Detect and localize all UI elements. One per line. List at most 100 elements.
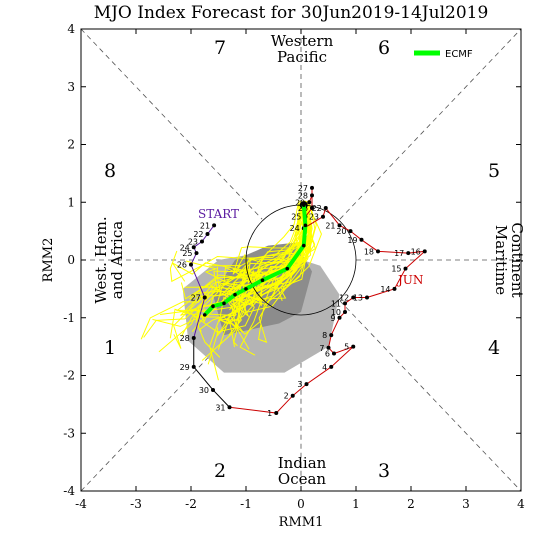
observed-point	[212, 223, 217, 228]
observed-point	[310, 185, 314, 190]
ensemble-member-line	[169, 202, 305, 283]
guide-line	[339, 300, 522, 492]
x-tick-label: 1	[352, 497, 360, 511]
observed-day-label: 3	[297, 380, 302, 389]
ensemble-member-line	[175, 203, 304, 311]
observed-day-label: 19	[347, 236, 357, 245]
region-top-line2: Pacific	[277, 48, 327, 66]
observed-point	[406, 251, 411, 256]
ecmf-mean-point	[301, 203, 306, 207]
x-axis-label: RMM1	[279, 515, 324, 530]
observed-point	[359, 237, 364, 242]
x-tick-label: -4	[75, 497, 87, 511]
observed-point	[191, 245, 196, 250]
observed-day-label: 8	[322, 331, 327, 340]
observed-point	[304, 382, 309, 387]
x-tick-label: -1	[240, 497, 252, 511]
observed-point	[191, 364, 196, 369]
observed-day-label: 24	[290, 224, 300, 233]
y-tick-label: -1	[63, 311, 75, 325]
phase-8-label: 8	[104, 160, 116, 182]
region-right-line2: Continent	[508, 222, 526, 297]
observed-point	[200, 239, 204, 244]
y-tick-label: -3	[63, 426, 75, 440]
observed-day-label: 21	[325, 221, 335, 230]
region-left-line1: West. Hem.	[92, 216, 110, 303]
observed-point	[392, 286, 397, 291]
ecmf-mean-point	[202, 313, 207, 317]
observed-day-label: 20	[336, 227, 346, 236]
observed-line-segment-transition	[193, 337, 230, 408]
ecmf-mean-point	[260, 278, 265, 283]
observed-day-label: 25	[182, 249, 192, 258]
observed-day-label: 31	[215, 403, 225, 412]
guide-line	[80, 28, 263, 220]
ecmf-mean-point	[222, 301, 226, 306]
chart-title: MJO Index Forecast for 30Jun2019-14Jul20…	[94, 3, 489, 23]
y-tick-label: 4	[67, 22, 75, 36]
ecmf-mean-point	[244, 287, 248, 291]
y-tick-label: 3	[67, 80, 75, 94]
observed-day-label: 7	[319, 344, 324, 353]
phase-3-label: 3	[378, 460, 390, 482]
observed-point	[227, 405, 232, 410]
ecmf-mean-point	[303, 223, 308, 228]
x-tick-label: 2	[407, 497, 415, 511]
observed-point	[329, 364, 334, 369]
phase-1-label: 1	[104, 337, 116, 359]
region-bottom-line2: Ocean	[278, 470, 327, 488]
observed-point	[211, 387, 215, 392]
observed-day-label: 16	[411, 247, 421, 256]
observed-day-label: 24	[180, 243, 190, 252]
observed-day-label: 2	[284, 392, 289, 401]
observed-point	[376, 249, 380, 254]
observed-day-label: 26	[177, 261, 187, 270]
observed-point	[343, 309, 347, 314]
region-top-line1: Western	[271, 32, 334, 50]
observed-day-label: 17	[394, 249, 404, 258]
y-tick-label: 1	[67, 195, 75, 209]
observed-day-label: 29	[295, 198, 305, 207]
y-tick-label: 0	[67, 253, 75, 267]
phase-6-label: 6	[378, 37, 390, 59]
observed-day-label: 4	[322, 363, 327, 372]
ensemble-member-line	[257, 199, 316, 343]
observed-point	[323, 206, 328, 211]
y-tick-label: -4	[63, 484, 75, 498]
ecmf-mean-point	[233, 292, 237, 297]
observed-day-label: 14	[380, 285, 390, 294]
observed-day-label: 27	[191, 294, 201, 303]
month-annotation: JUN	[396, 273, 423, 287]
observed-day-label: 12	[339, 294, 349, 303]
observed-day-label: 10	[331, 308, 341, 317]
observed-point	[310, 206, 314, 211]
y-axis-label: RMM2	[41, 238, 56, 283]
observed-day-label: 9	[330, 314, 335, 323]
observed-point	[194, 251, 199, 256]
x-tick-label: -2	[185, 497, 197, 511]
observed-point	[189, 262, 193, 267]
observed-point	[321, 214, 325, 219]
ecmf-mean-line	[203, 204, 308, 317]
observed-point	[202, 295, 207, 300]
y-tick-label: -2	[63, 369, 75, 383]
observed-day-label: 25	[291, 213, 301, 222]
observed-point	[191, 335, 196, 340]
ecmf-mean-point	[211, 304, 215, 309]
observed-point	[274, 411, 279, 416]
region-left-line2: and Africa	[108, 221, 126, 299]
observed-point	[351, 295, 356, 300]
ecmf-mean-point	[285, 266, 290, 271]
ensemble-member-line	[152, 208, 310, 327]
observed-point	[343, 301, 347, 306]
observed-point	[348, 229, 353, 234]
start-annotation: START	[198, 207, 239, 221]
ecmf-mean-track	[202, 203, 308, 317]
observed-point	[337, 223, 342, 228]
observed-day-label: 22	[312, 204, 322, 213]
observed-day-label: 13	[353, 294, 363, 303]
observed-point	[337, 315, 342, 320]
observed-point	[332, 351, 336, 356]
